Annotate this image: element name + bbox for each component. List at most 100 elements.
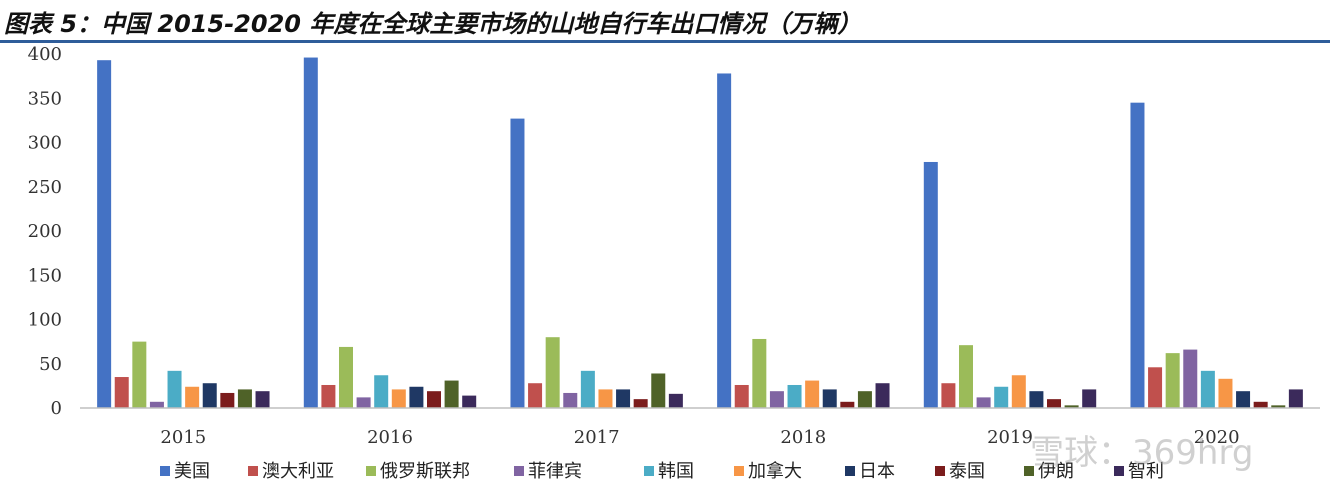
bar-group-2016 xyxy=(303,57,477,408)
legend-item: 美国 xyxy=(160,461,210,482)
bar xyxy=(1288,389,1303,408)
bar xyxy=(528,383,543,408)
legend-item: 韩国 xyxy=(644,461,694,482)
bar xyxy=(1183,349,1198,408)
bar xyxy=(510,118,525,408)
watermark-text: 雪球：369hrg xyxy=(1030,433,1254,473)
bar xyxy=(923,161,938,408)
legend-item: 俄罗斯联邦 xyxy=(366,461,470,482)
bar xyxy=(616,389,631,408)
bar xyxy=(1236,391,1251,408)
chart-header: 图表 5：中国 2015-2020 年度在全球主要市场的山地自行车出口情况（万辆… xyxy=(0,0,1330,43)
x-tick-label: 2018 xyxy=(780,427,826,448)
bar-groups xyxy=(97,57,1303,409)
bar xyxy=(409,386,424,408)
bar xyxy=(1064,405,1079,408)
y-tick-label: 50 xyxy=(39,354,62,375)
y-tick-label: 300 xyxy=(28,133,62,154)
legend-swatch xyxy=(845,466,855,476)
legend-item: 智利 xyxy=(1114,461,1164,482)
y-tick-label: 0 xyxy=(51,398,62,419)
legend-item: 泰国 xyxy=(935,461,985,482)
y-axis-ticks: 0 50 100 150 200 250 300 350 400 xyxy=(28,44,62,419)
bar xyxy=(633,399,648,408)
y-tick-label: 250 xyxy=(28,177,62,198)
legend-swatch xyxy=(1114,466,1124,476)
bar xyxy=(167,370,182,408)
bar xyxy=(976,397,991,408)
bar xyxy=(1047,399,1061,408)
legend: 美国 澳大利亚 俄罗斯联邦 菲律宾 韩国 加拿大 日本 泰国 伊朗 智利 xyxy=(160,460,1164,482)
legend-swatch xyxy=(1024,466,1034,476)
bar xyxy=(149,401,164,408)
bar xyxy=(752,338,767,408)
legend-item: 加拿大 xyxy=(734,460,802,482)
legend-label: 日本 xyxy=(859,461,895,482)
chart-title: 图表 5：中国 2015-2020 年度在全球主要市场的山地自行车出口情况（万辆… xyxy=(4,10,862,38)
bar xyxy=(668,393,683,408)
bar xyxy=(114,377,129,408)
bar xyxy=(444,380,459,408)
bar xyxy=(303,57,318,408)
y-tick-label: 350 xyxy=(28,88,62,109)
bar xyxy=(545,337,560,408)
bar xyxy=(97,60,112,408)
legend-item: 澳大利亚 xyxy=(248,461,334,482)
bar xyxy=(822,389,837,408)
legend-swatch xyxy=(644,466,654,476)
bar xyxy=(840,401,855,408)
legend-swatch xyxy=(734,466,744,476)
legend-swatch xyxy=(366,466,376,476)
bar xyxy=(1200,370,1215,408)
bar xyxy=(237,389,252,408)
x-tick-label: 2015 xyxy=(160,427,206,448)
bar xyxy=(132,341,147,408)
bar xyxy=(220,392,235,408)
bar xyxy=(1165,353,1180,408)
legend-swatch xyxy=(248,466,258,476)
bar xyxy=(427,391,441,408)
bar xyxy=(1253,401,1268,408)
bar xyxy=(734,384,749,408)
bar xyxy=(1271,405,1286,408)
bar xyxy=(185,386,200,408)
bar xyxy=(580,370,595,408)
legend-label: 韩国 xyxy=(658,461,694,482)
legend-label: 泰国 xyxy=(949,461,985,482)
legend-label: 菲律宾 xyxy=(528,461,582,482)
bar xyxy=(1082,389,1097,408)
bar xyxy=(994,386,1009,408)
x-tick-label: 2020 xyxy=(1194,427,1240,448)
x-tick-label: 2016 xyxy=(367,427,413,448)
legend-label: 美国 xyxy=(174,461,210,482)
bar xyxy=(1029,391,1044,408)
x-tick-label: 2019 xyxy=(987,427,1033,448)
bar-group-2017 xyxy=(510,118,683,408)
title-divider xyxy=(0,40,1330,43)
legend-swatch xyxy=(514,466,524,476)
legend-label: 俄罗斯联邦 xyxy=(380,461,470,482)
bar xyxy=(805,380,820,408)
bar-group-2019 xyxy=(923,161,1097,408)
y-tick-label: 100 xyxy=(28,310,62,331)
legend-label: 澳大利亚 xyxy=(262,461,334,482)
bar xyxy=(462,395,477,408)
legend-label: 伊朗 xyxy=(1038,461,1074,482)
x-tick-label: 2017 xyxy=(574,427,620,448)
bar-group-2018 xyxy=(717,73,890,408)
bar xyxy=(857,391,872,408)
bar xyxy=(202,383,217,408)
bar xyxy=(356,397,371,408)
bar xyxy=(941,383,956,408)
legend-label: 加拿大 xyxy=(748,460,802,482)
bar-group-2015 xyxy=(97,60,270,408)
bar xyxy=(787,384,802,408)
bar xyxy=(563,392,578,408)
bar xyxy=(598,389,613,408)
bar xyxy=(391,389,406,408)
y-tick-label: 400 xyxy=(28,44,62,65)
legend-label: 智利 xyxy=(1128,461,1164,482)
bar xyxy=(339,346,353,408)
x-axis-ticks: 2015 2016 2017 2018 2019 2020 xyxy=(160,427,1239,448)
